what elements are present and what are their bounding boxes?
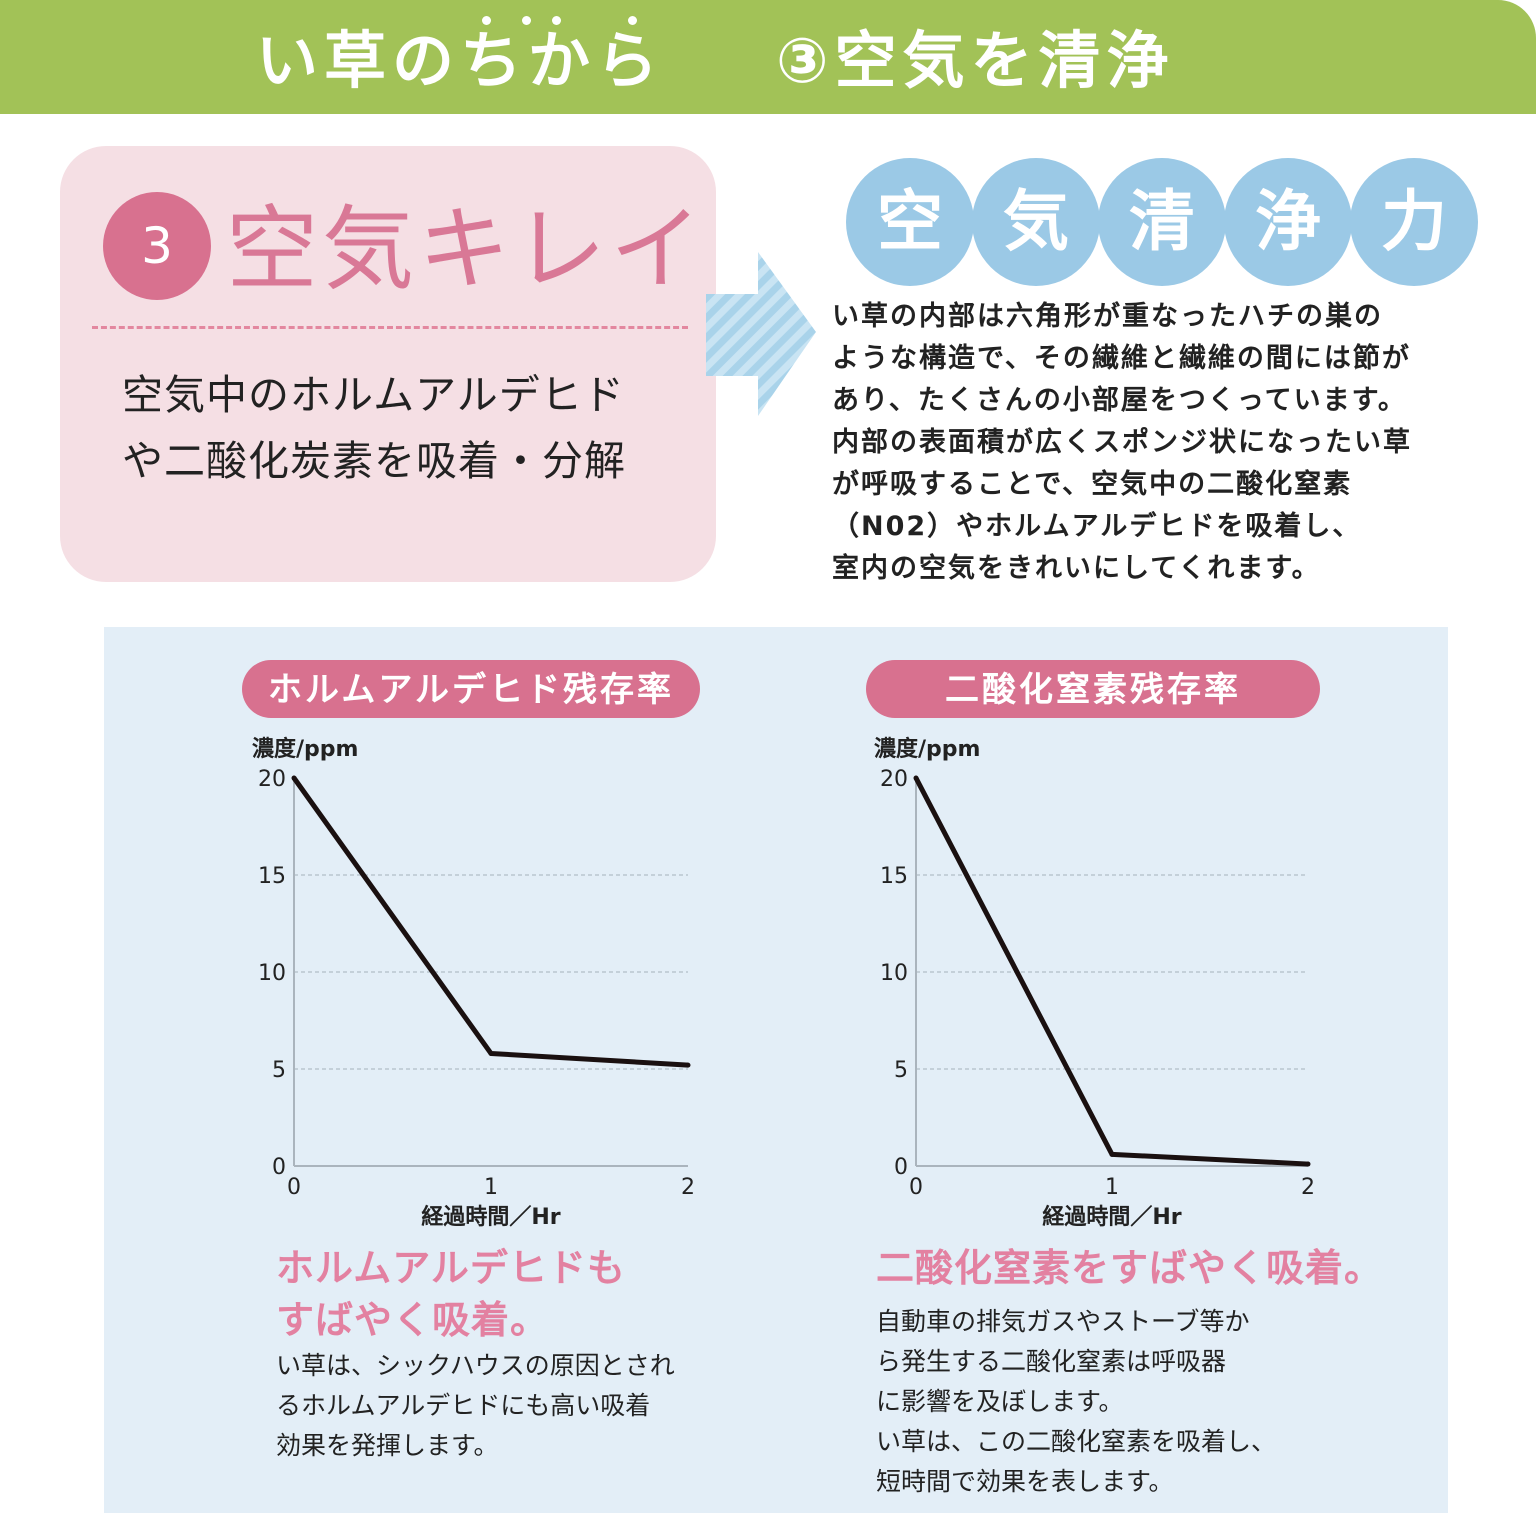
y-tick-label: 20: [880, 767, 908, 792]
y-tick-label: 0: [272, 1155, 286, 1180]
header-banner: い草のちから ③空気を清浄: [0, 0, 1536, 114]
feature-body: 空気中のホルムアルデヒド や二酸化炭素を吸着・分解: [122, 362, 692, 494]
x-tick-label: 1: [1105, 1175, 1119, 1200]
emphasis-dot: [552, 16, 561, 25]
header-right-title: ③空気を清浄: [776, 24, 1175, 97]
bubble-char: 気: [972, 158, 1100, 286]
feature-body-line: や二酸化炭素を吸着・分解: [122, 437, 626, 485]
description-line: 室内の空気をきれいにしてくれます。: [832, 553, 1321, 584]
caption-body-line: に影響を及ぼします。: [876, 1387, 1124, 1416]
description-line: あり、たくさんの小部屋をつくっています。: [832, 385, 1407, 416]
caption-body-formaldehyde: い草は、シックハウスの原因とされ るホルムアルデヒドにも高い吸着 効果を発揮しま…: [276, 1346, 675, 1466]
caption-title-formaldehyde: ホルムアルデヒドも すばやく吸着。: [276, 1242, 626, 1346]
y-axis-label: 濃度/ppm: [252, 736, 358, 762]
y-tick-label: 15: [880, 864, 908, 889]
description-line: 内部の表面積が広くスポンジ状になったい草: [832, 427, 1412, 458]
y-tick-label: 10: [880, 961, 908, 986]
bubble-char: 浄: [1224, 158, 1352, 286]
caption-title-line: すばやく吸着。: [276, 1298, 550, 1342]
caption-title-line: ホルムアルデヒドも: [276, 1246, 626, 1290]
caption-body-line: 効果を発揮します。: [276, 1431, 499, 1460]
bubble-char: 空: [846, 158, 974, 286]
bubble-row: 空 気 清 浄 力: [846, 158, 1486, 286]
description: い草の内部は六角形が重なったハチの巣の ような構造で、その繊維と繊維の間には節が…: [832, 296, 1522, 590]
emphasis-dot: [628, 16, 637, 25]
description-line: が呼吸することで、空気中の二酸化窒素: [832, 469, 1353, 500]
x-tick-label: 0: [909, 1175, 923, 1200]
chart-panel: [104, 627, 1448, 1513]
header-left-title: い草のちから: [256, 24, 665, 97]
description-line: い草の内部は六角形が重なったハチの巣の: [832, 301, 1383, 332]
caption-body-line: い草は、この二酸化窒素を吸着し、: [876, 1427, 1277, 1456]
bubble-char: 清: [1098, 158, 1226, 286]
caption-body-line: い草は、シックハウスの原因とされ: [276, 1351, 675, 1380]
x-tick-label: 2: [681, 1175, 695, 1200]
y-tick-label: 15: [258, 864, 286, 889]
description-line: （N02）やホルムアルデヒドを吸着し、: [832, 511, 1362, 542]
feature-body-line: 空気中のホルムアルデヒド: [122, 371, 625, 419]
y-tick-label: 10: [258, 961, 286, 986]
caption-body-line: ら発生する二酸化窒素は呼吸器: [876, 1347, 1227, 1376]
x-axis-label: 経過時間／Hr: [1042, 1204, 1181, 1230]
series-line: [913, 776, 1309, 1167]
y-tick-label: 20: [258, 767, 286, 792]
y-axis-label: 濃度/ppm: [874, 736, 980, 762]
caption-body-no2: 自動車の排気ガスやストーブ等か ら発生する二酸化窒素は呼吸器 に影響を及ぼします…: [876, 1302, 1276, 1502]
data-point: [685, 1062, 691, 1068]
series-line: [291, 776, 689, 1068]
x-tick-label: 0: [287, 1175, 301, 1200]
chart-title-no2: 二酸化窒素残存率: [866, 660, 1320, 718]
caption-title-line: 二酸化窒素をすばやく吸着。: [876, 1246, 1384, 1290]
data-point: [291, 775, 297, 781]
y-tick-label: 5: [272, 1058, 286, 1083]
dashed-divider: [92, 326, 688, 329]
x-tick-label: 2: [1301, 1175, 1315, 1200]
caption-body-line: 短時間で効果を表します。: [876, 1467, 1174, 1496]
data-point: [1109, 1151, 1115, 1157]
description-line: ような構造で、その繊維と繊維の間には節が: [832, 343, 1411, 374]
emphasis-dot: [522, 16, 531, 25]
x-tick-label: 1: [484, 1175, 498, 1200]
chart-title-formaldehyde: ホルムアルデヒド残存率: [242, 660, 700, 718]
feature-number-badge: 3: [103, 192, 211, 300]
right-arrow-icon: [706, 252, 816, 416]
y-tick-label: 0: [894, 1155, 908, 1180]
data-point: [488, 1050, 494, 1056]
caption-title-no2: 二酸化窒素をすばやく吸着。: [876, 1242, 1383, 1294]
y-tick-label: 5: [894, 1058, 908, 1083]
x-axis-label: 経過時間／Hr: [421, 1204, 560, 1230]
caption-body-line: るホルムアルデヒドにも高い吸着: [276, 1391, 651, 1420]
data-point: [913, 775, 919, 781]
feature-heading: 空気キレイ: [226, 196, 707, 303]
caption-body-line: 自動車の排気ガスやストーブ等か: [876, 1307, 1250, 1336]
data-point: [1305, 1161, 1311, 1167]
emphasis-dot: [482, 16, 491, 25]
bubble-char: 力: [1350, 158, 1478, 286]
